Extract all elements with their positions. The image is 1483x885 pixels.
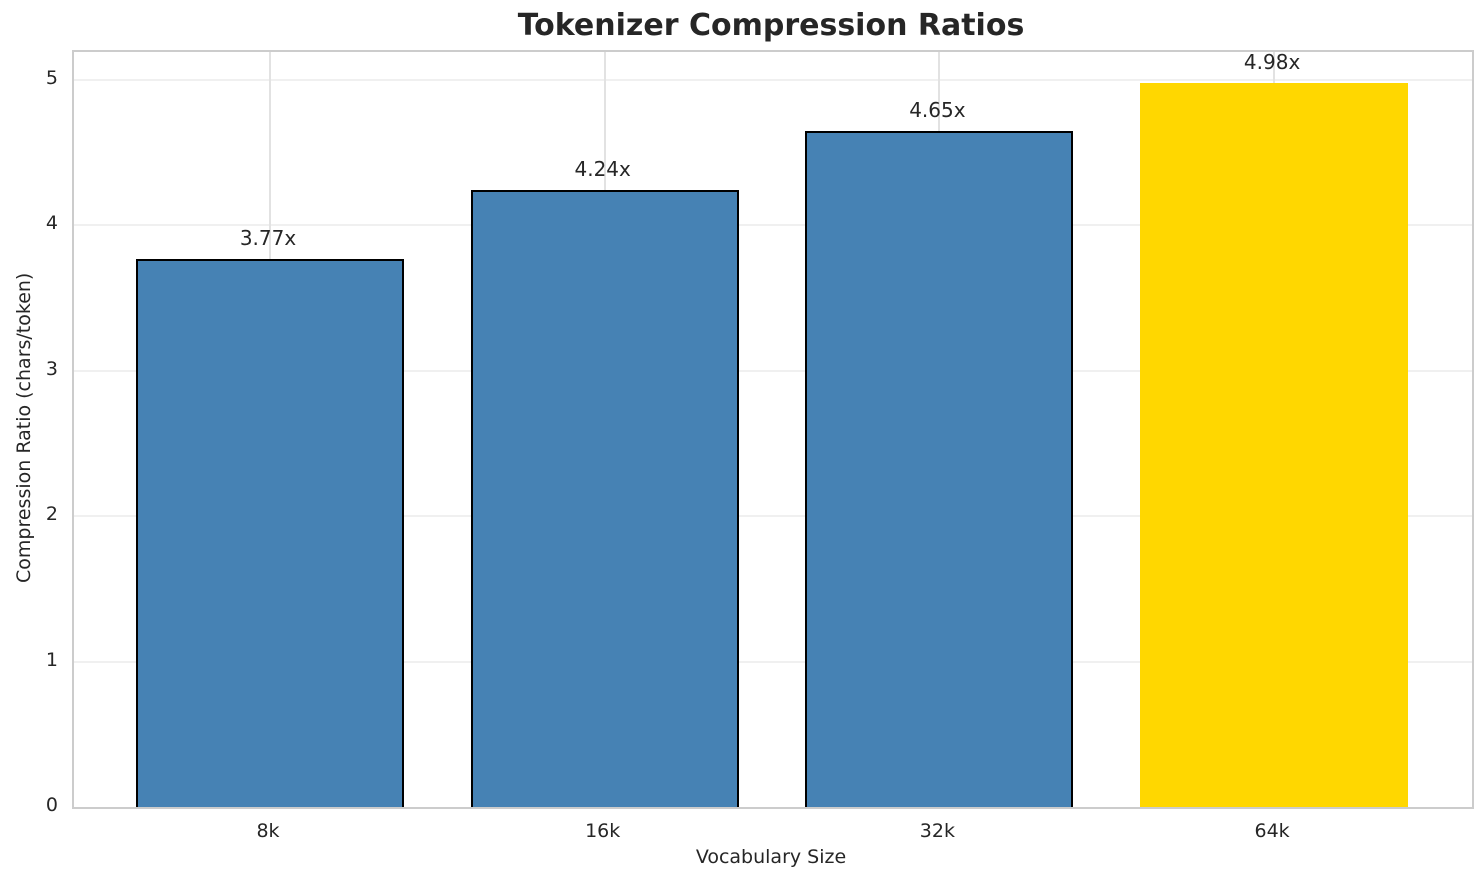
x-axis-label: Vocabulary Size xyxy=(695,846,847,868)
y-tick-label: 2 xyxy=(45,503,58,526)
gridline-horizontal xyxy=(74,660,1472,663)
bar-32k xyxy=(805,131,1074,807)
x-tick-label: 64k xyxy=(1254,820,1290,842)
bar-8k xyxy=(136,259,404,807)
y-tick-label: 1 xyxy=(45,648,58,671)
x-tick-label: 16k xyxy=(585,820,621,842)
bar-64k xyxy=(1140,83,1409,807)
plot-area xyxy=(72,50,1474,809)
gridline-horizontal xyxy=(74,515,1472,518)
gridline-horizontal xyxy=(74,78,1472,81)
chart-title: Tokenizer Compression Ratios xyxy=(517,8,1025,43)
y-tick-label: 3 xyxy=(45,357,58,380)
bar-value-label: 4.65x xyxy=(909,97,966,122)
x-tick-label: 32k xyxy=(919,820,955,842)
y-tick-label: 0 xyxy=(45,794,58,816)
x-tick-label: 8k xyxy=(256,820,280,842)
bar-value-label: 3.77x xyxy=(239,225,297,250)
bar-value-label: 4.98x xyxy=(1243,49,1301,74)
bar-value-label: 4.24x xyxy=(574,157,631,182)
y-axis-label: Compression Ratio (chars/token) xyxy=(13,272,35,583)
gridline-horizontal xyxy=(74,224,1472,227)
bar-16k xyxy=(470,190,739,807)
gridline-horizontal xyxy=(74,369,1472,372)
y-tick-label: 4 xyxy=(45,212,58,235)
y-tick-label: 5 xyxy=(45,66,58,89)
